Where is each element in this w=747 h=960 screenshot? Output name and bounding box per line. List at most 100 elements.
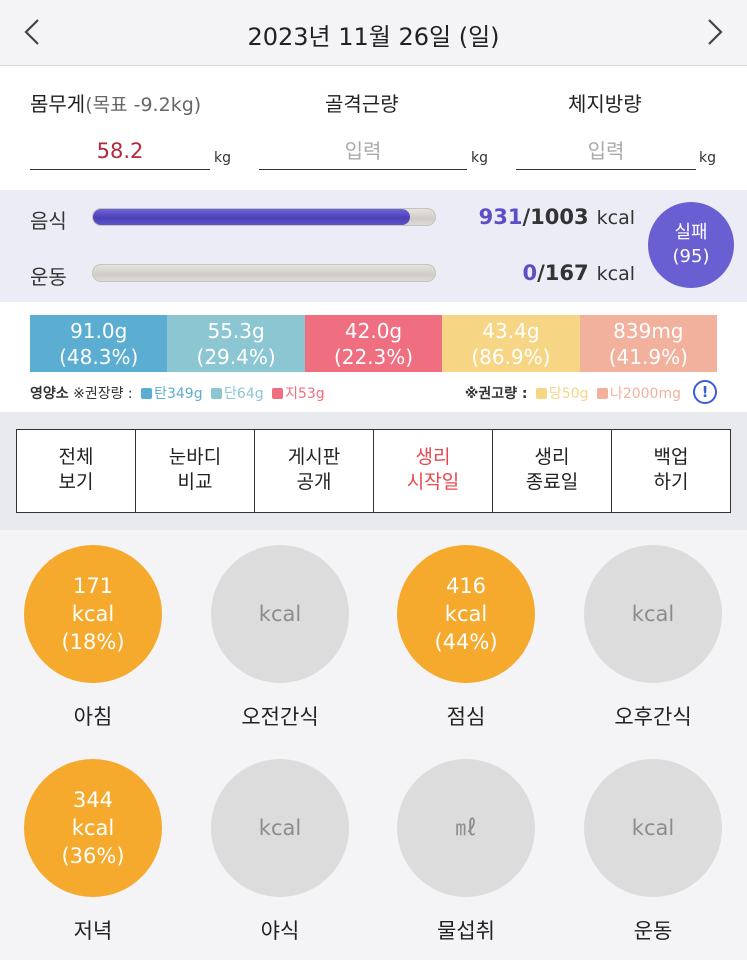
swatch-carb [141, 388, 153, 399]
carb-percent: (48.3%) [59, 345, 139, 369]
exercise-entry[interactable]: kcal 운동 [563, 759, 743, 945]
recommended-legend: 영양소 ※권장량 : 탄349g 단64g 지53g [30, 383, 325, 403]
exercise-progress-bar [92, 264, 436, 282]
meal-circle: kcal [584, 545, 722, 683]
fat-field[interactable]: 입력 [516, 132, 696, 170]
nutrient-legend: 영양소 ※권장량 : 탄349g 단64g 지53g ※권고량 : 당50g 나… [30, 380, 717, 404]
swatch-sodium [596, 388, 608, 399]
protein-percent: (29.4%) [196, 345, 276, 369]
sodium-amount: 839mg [613, 319, 684, 343]
period-start-line1: 생리 [415, 446, 451, 468]
meal-unit: ㎖ [455, 816, 477, 840]
backup-line1: 백업 [653, 446, 689, 468]
nutrient-bar: 91.0g (48.3%) 55.3g (29.4%) 42.0g (22.3%) 4… [30, 315, 718, 372]
compare-line1: 눈바디 [168, 446, 222, 468]
period-start-line2: 시작일 [406, 471, 460, 493]
exercise-current: 0 [522, 261, 538, 285]
meal-kcal: 416 [445, 574, 487, 598]
backup-button[interactable]: 백업 하기 [612, 430, 730, 512]
meal-afternoon-snack[interactable]: kcal 오후간식 [563, 545, 743, 731]
meal-kcal: 171 [72, 574, 114, 598]
meal-circle: 416 kcal (44%) [397, 545, 535, 683]
muscle-field[interactable]: 입력 [259, 132, 467, 170]
meal-label: 오전간식 [241, 705, 319, 729]
board-line1: 게시판 [287, 446, 341, 468]
weight-goal: (목표 -9.2kg) [85, 94, 202, 116]
muscle-label: 골격근량 [325, 92, 399, 116]
weight-label: 몸무게(목표 -9.2kg) [30, 88, 201, 117]
meal-label: 야식 [260, 919, 300, 943]
date-title[interactable]: 2023년 11월 26일 (일) [247, 23, 500, 51]
food-calories: 931/1003 kcal [479, 205, 635, 229]
nutrient-carb: 91.0g (48.3%) [30, 315, 168, 372]
meal-morning-snack[interactable]: kcal 오전간식 [190, 545, 370, 731]
meal-unit: kcal [631, 816, 675, 840]
nutrient-panel: 91.0g (48.3%) 55.3g (29.4%) 42.0g (22.3%) 4… [0, 302, 747, 412]
max-label: ※권고량 : [464, 386, 528, 402]
meal-unit: kcal [258, 602, 302, 626]
meal-circle: kcal [211, 759, 349, 897]
weight-label-text: 몸무게 [30, 92, 86, 116]
exercise-calories: 0/167 kcal [522, 261, 635, 285]
recommended-label: ※권장량 : [73, 386, 133, 402]
food-progress-bar [92, 208, 436, 226]
meal-percent: (36%) [61, 844, 125, 868]
period-end-line2: 종료일 [525, 471, 579, 493]
meal-label: 운동 [633, 919, 673, 943]
meal-unit: kcal [631, 602, 675, 626]
exercise-label: 운동 [30, 265, 67, 289]
info-icon[interactable]: ! [693, 380, 717, 404]
meal-lunch[interactable]: 416 kcal (44%) 점심 [376, 545, 556, 731]
meal-unit: kcal [258, 816, 302, 840]
food-progress-fill [93, 209, 411, 225]
meal-label: 아침 [73, 705, 113, 729]
food-unit: kcal [596, 207, 635, 229]
board-line2: 공개 [296, 471, 332, 493]
view-all-line1: 전체 [58, 446, 94, 468]
meal-percent: (18%) [61, 630, 125, 654]
fat-amount: 42.0g [344, 319, 403, 343]
exercise-unit: kcal [596, 263, 635, 285]
eye-body-compare-button[interactable]: 눈바디 비교 [136, 430, 255, 512]
date-header: 2023년 11월 26일 (일) [0, 0, 747, 66]
body-measurements: 몸무게(목표 -9.2kg) 58.2 kg 골격근량 입력 kg 체지방량 입… [0, 66, 747, 190]
weight-field[interactable]: 58.2 [30, 132, 210, 170]
food-label: 음식 [30, 209, 67, 233]
legend-fat: 지53g [285, 386, 325, 402]
meal-dinner[interactable]: 344 kcal (36%) 저녁 [3, 759, 183, 945]
chevron-left-icon [24, 19, 39, 45]
legend-sodium: 나2000mg [609, 386, 681, 402]
meal-breakfast[interactable]: 171 kcal (18%) 아침 [3, 545, 183, 731]
calorie-panel: 음식 931/1003 kcal 운동 0/167 kcal 실패 (95) [0, 190, 747, 302]
meal-late-night[interactable]: kcal 야식 [190, 759, 370, 945]
water-intake[interactable]: ㎖ 물섭취 [376, 759, 556, 945]
meal-circle: kcal [584, 759, 722, 897]
meal-label: 점심 [446, 705, 486, 729]
meal-circle: 344 kcal (36%) [24, 759, 162, 897]
view-all-button[interactable]: 전체 보기 [17, 430, 136, 512]
meal-unit: kcal [71, 816, 115, 840]
period-end-line1: 생리 [534, 446, 570, 468]
sodium-percent: (41.9%) [608, 345, 688, 369]
status-badge-text: 실패 [674, 222, 708, 243]
meal-circle: kcal [211, 545, 349, 683]
legend-protein: 단64g [224, 386, 264, 402]
meal-circle: 171 kcal (18%) [24, 545, 162, 683]
prev-day-button[interactable] [14, 14, 50, 50]
carb-amount: 91.0g [70, 319, 128, 343]
status-badge[interactable]: 실패 (95) [648, 202, 734, 288]
meal-circle: ㎖ [397, 759, 535, 897]
meal-unit: kcal [71, 602, 115, 626]
fat-label: 체지방량 [568, 92, 642, 116]
next-day-button[interactable] [697, 14, 733, 50]
meal-unit: kcal [444, 602, 488, 626]
chevron-right-icon [708, 19, 723, 45]
nutrient-sugar: 43.4g (86.9%) [442, 315, 580, 372]
sugar-amount: 43.4g [482, 319, 540, 343]
meal-percent: (44%) [434, 630, 498, 654]
